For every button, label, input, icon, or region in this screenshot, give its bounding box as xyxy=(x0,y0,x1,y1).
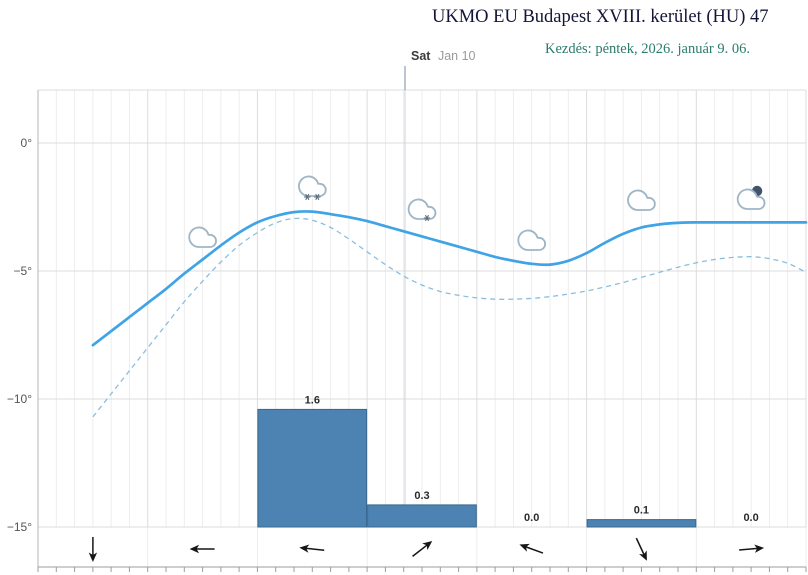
wind-direction-arrow xyxy=(299,544,325,553)
weather-icon-cloud xyxy=(627,189,656,211)
weather-icon-snow-cloud xyxy=(298,175,327,201)
weather-icon-cloud xyxy=(517,229,547,251)
precip-bar xyxy=(257,408,368,528)
y-axis-label: −15° xyxy=(7,520,32,534)
precip-value-label: 1.6 xyxy=(305,394,320,406)
y-axis-label: 0° xyxy=(21,136,33,150)
precip-value-label: 0.1 xyxy=(634,505,649,517)
chart-title: UKMO EU Budapest XVIII. kerület (HU) 47 xyxy=(432,7,769,27)
precip-value-label: 0.0 xyxy=(524,512,539,524)
vertical-gridlines xyxy=(37,90,807,527)
precip-value-label: 0.0 xyxy=(743,512,758,524)
precip-bar xyxy=(367,504,477,528)
day-date: Jan 10 xyxy=(437,49,476,63)
temperature-dashed-line xyxy=(92,217,807,418)
temperature-line xyxy=(91,210,808,347)
wind-direction-arrow xyxy=(519,543,544,554)
wind-direction-arrow xyxy=(635,537,647,561)
y-axis-label: −10° xyxy=(7,392,32,406)
y-axis-label: −5° xyxy=(14,264,33,278)
day-name: Sat xyxy=(411,49,431,63)
wind-direction-arrow xyxy=(412,540,433,557)
weather-icon-night-cloud xyxy=(736,185,766,210)
wind-strip-separators xyxy=(37,527,807,567)
wind-direction-arrow xyxy=(189,544,215,554)
day-label: Sat Jan 10 xyxy=(411,49,475,64)
wind-direction-arrow xyxy=(739,544,765,553)
chart-start-time: Kezdés: péntek, 2026. január 9. 06. xyxy=(545,41,750,57)
precip-bar xyxy=(586,519,697,528)
hour-ticks xyxy=(37,567,807,572)
precip-value-label: 0.3 xyxy=(414,490,429,502)
weather-icon-light-snow-cloud xyxy=(407,198,437,222)
wind-direction-arrow xyxy=(88,537,98,562)
weather-icon-cloud xyxy=(188,226,217,248)
